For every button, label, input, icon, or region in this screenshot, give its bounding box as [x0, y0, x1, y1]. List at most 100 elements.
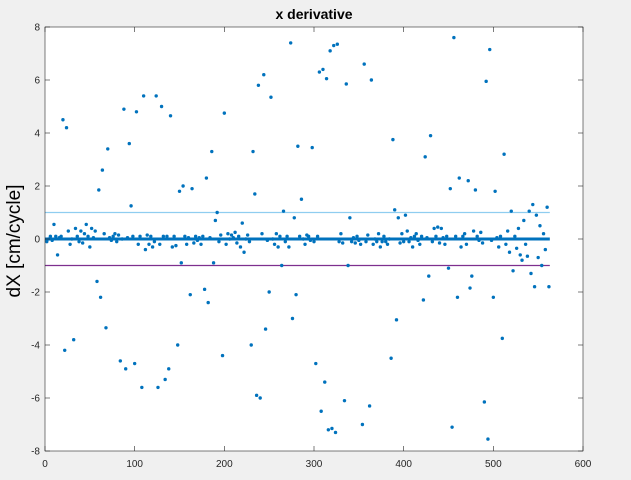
data-point: [475, 234, 479, 239]
data-point: [283, 239, 288, 244]
data-point: [54, 234, 58, 239]
data-point: [167, 367, 171, 371]
data-point: [228, 237, 232, 241]
data-point: [430, 239, 435, 244]
data-point: [276, 245, 280, 249]
data-point: [405, 229, 409, 233]
data-point: [161, 234, 166, 239]
data-point: [371, 242, 375, 246]
data-point: [423, 155, 427, 159]
data-point: [446, 266, 451, 270]
data-point: [326, 428, 331, 432]
data-point: [497, 245, 501, 249]
data-point: [324, 76, 329, 81]
data-point: [222, 111, 227, 115]
data-point: [79, 229, 83, 233]
data-point: [384, 239, 388, 244]
data-point: [48, 234, 53, 239]
data-point: [484, 79, 488, 84]
data-point: [364, 239, 368, 244]
data-point: [493, 189, 497, 193]
data-point: [407, 239, 411, 244]
data-point: [545, 205, 549, 209]
data-point: [215, 210, 219, 215]
data-point: [450, 425, 454, 429]
data-point: [233, 230, 237, 235]
data-point: [288, 41, 293, 45]
data-point: [349, 239, 354, 244]
y-tick-label: 2: [34, 182, 40, 193]
data-point: [410, 245, 415, 249]
data-point: [473, 188, 478, 192]
data-point: [262, 73, 266, 77]
data-point: [536, 255, 540, 260]
data-point: [120, 237, 124, 241]
data-point: [80, 241, 85, 245]
y-tick-label: -6: [31, 394, 40, 405]
data-point: [204, 176, 209, 180]
data-point: [45, 239, 49, 244]
data-point: [323, 380, 327, 384]
y-tick-label: 6: [34, 76, 40, 87]
data-point: [59, 234, 63, 239]
data-point: [425, 235, 429, 240]
data-point: [125, 235, 130, 240]
x-tick-label: 200: [216, 459, 233, 470]
data-point: [73, 226, 78, 231]
data-point: [403, 213, 408, 217]
data-point: [457, 176, 461, 180]
data-point: [427, 274, 431, 278]
data-point: [337, 239, 341, 244]
data-point: [421, 298, 426, 302]
data-point: [150, 245, 155, 249]
data-point: [253, 192, 257, 196]
data-point: [398, 241, 402, 245]
data-point: [122, 107, 126, 111]
y-axis-label: dX [cm/cycle]: [4, 185, 25, 298]
data-point: [84, 222, 88, 227]
data-point: [419, 234, 424, 239]
data-point: [163, 377, 167, 382]
data-point: [389, 356, 393, 360]
data-point: [498, 234, 503, 239]
data-point: [505, 229, 510, 233]
data-point: [269, 95, 273, 99]
y-tick-label: 4: [34, 129, 40, 140]
data-point: [147, 242, 151, 246]
data-point: [68, 242, 72, 246]
data-point: [527, 209, 531, 213]
data-point: [201, 234, 205, 239]
data-point: [434, 234, 438, 239]
data-point: [380, 239, 384, 244]
data-point: [340, 241, 345, 245]
y-tick-label: -8: [31, 447, 40, 458]
data-point: [267, 290, 271, 294]
y-tick-label: 8: [34, 23, 40, 34]
data-point: [124, 367, 128, 371]
data-point: [310, 145, 314, 150]
data-point: [184, 242, 189, 246]
data-point: [507, 250, 512, 254]
data-point: [145, 233, 149, 237]
data-point: [342, 398, 347, 403]
data-point: [88, 245, 92, 249]
data-point: [455, 295, 460, 299]
data-point: [520, 258, 524, 262]
data-point: [462, 232, 467, 236]
data-point: [211, 261, 216, 265]
x-tick-label: 500: [485, 459, 502, 470]
data-point: [355, 234, 359, 239]
data-point: [534, 213, 539, 217]
x-tick-label: 300: [306, 459, 323, 470]
data-point: [459, 245, 463, 249]
data-point: [132, 361, 137, 366]
data-point: [445, 234, 449, 239]
data-point: [113, 232, 117, 236]
data-point: [468, 286, 472, 290]
data-point: [140, 385, 144, 390]
data-point: [107, 235, 112, 240]
data-point: [428, 133, 433, 138]
data-point: [514, 246, 519, 250]
data-point: [75, 234, 79, 239]
data-point: [437, 241, 442, 245]
